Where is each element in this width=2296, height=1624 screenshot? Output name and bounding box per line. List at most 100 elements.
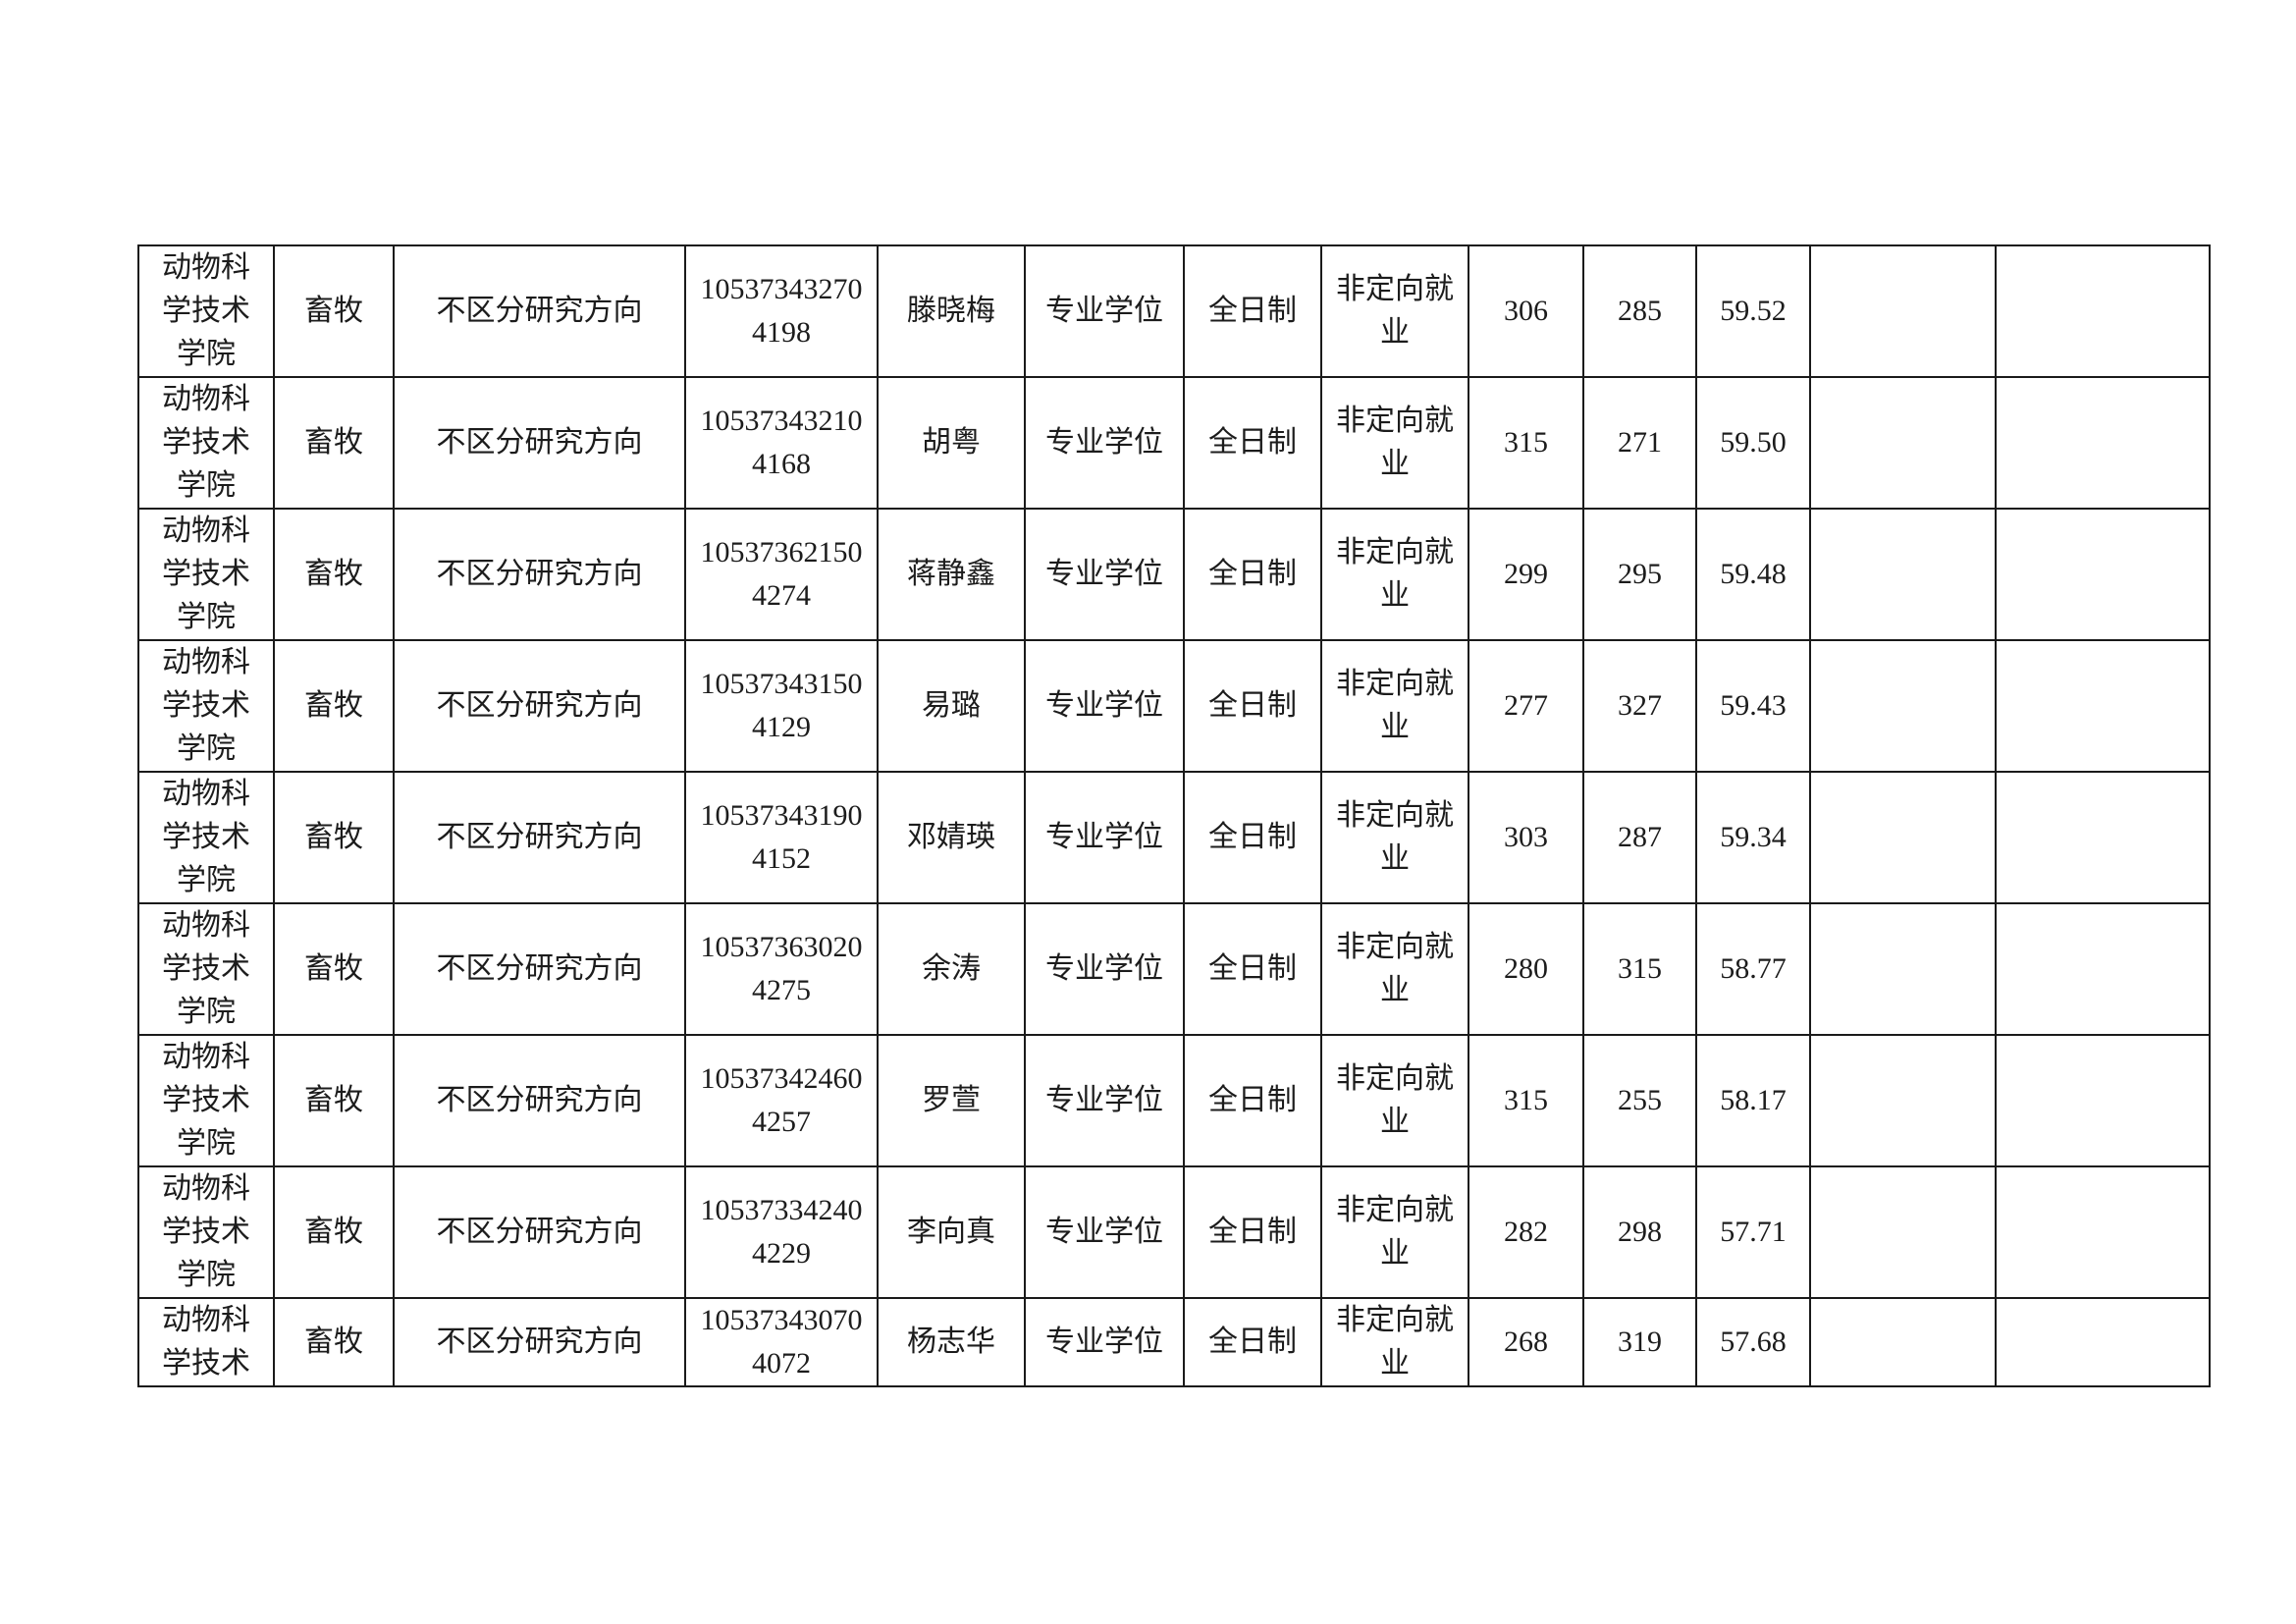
cell-score-1: 277 (1468, 639, 1584, 773)
cell-score-total: 58.77 (1695, 902, 1811, 1036)
cell-college: 动物科学技术学院 (137, 771, 275, 904)
cell-student-name: 易璐 (877, 639, 1026, 773)
cell-employment-type-text: 非定向就业 (1336, 405, 1454, 480)
cell-study-mode: 全日制 (1183, 902, 1322, 1036)
cell-employment-type-text: 非定向就业 (1336, 799, 1454, 875)
cell-blank-1 (1809, 376, 1997, 510)
cell-major: 畜牧 (273, 771, 395, 904)
cell-candidate-id: 105373432104168 (684, 376, 879, 510)
cell-candidate-id: 105373430704072 (684, 1297, 879, 1387)
cell-score-2: 271 (1582, 376, 1697, 510)
cell-college: 动物科学技术学院 (137, 1165, 275, 1299)
cell-employment-type-text: 非定向就业 (1336, 668, 1454, 743)
cell-candidate-id-text: 105373431904152 (700, 799, 863, 875)
cell-employment-type-text: 非定向就业 (1336, 1062, 1454, 1138)
cell-candidate-id: 105373424604257 (684, 1034, 879, 1167)
cell-blank-2 (1995, 1034, 2211, 1167)
cell-candidate-id-text: 105373431504129 (700, 668, 863, 743)
cell-score-total: 57.68 (1695, 1297, 1811, 1387)
cell-study-mode: 全日制 (1183, 639, 1322, 773)
cell-student-name: 罗萱 (877, 1034, 1026, 1167)
cell-blank-2 (1995, 902, 2211, 1036)
cell-blank-2 (1995, 376, 2211, 510)
cell-employment-type: 非定向就业 (1320, 244, 1469, 378)
cell-blank-2 (1995, 1165, 2211, 1299)
cell-college: 动物科学技术学院 (137, 508, 275, 641)
cell-candidate-id: 105373432704198 (684, 244, 879, 378)
cell-major: 畜牧 (273, 376, 395, 510)
cell-score-1: 299 (1468, 508, 1584, 641)
cell-college: 动物科学技术学院 (137, 376, 275, 510)
cell-blank-1 (1809, 1297, 1997, 1387)
cell-college-text: 动物科学技术学院 (162, 514, 250, 633)
cell-student-name: 余涛 (877, 902, 1026, 1036)
cell-blank-1 (1809, 508, 1997, 641)
cell-candidate-id: 105373342404229 (684, 1165, 879, 1299)
cell-degree-type: 专业学位 (1024, 1297, 1185, 1387)
cell-degree-type: 专业学位 (1024, 639, 1185, 773)
cell-major: 畜牧 (273, 244, 395, 378)
cell-score-2: 327 (1582, 639, 1697, 773)
cell-research-direction: 不区分研究方向 (393, 1297, 686, 1387)
cell-degree-type: 专业学位 (1024, 771, 1185, 904)
table-row: 动物科学技术学院 畜牧 不区分研究方向 105373424604257 罗萱 专业学位 全日… (137, 1034, 2211, 1167)
cell-college-text: 动物科学技术学院 (162, 251, 250, 370)
cell-blank-1 (1809, 1034, 1997, 1167)
cell-blank-1 (1809, 244, 1997, 378)
cell-study-mode: 全日制 (1183, 508, 1322, 641)
cell-study-mode: 全日制 (1183, 771, 1322, 904)
cell-degree-type: 专业学位 (1024, 1034, 1185, 1167)
cell-research-direction: 不区分研究方向 (393, 1165, 686, 1299)
cell-degree-type: 专业学位 (1024, 902, 1185, 1036)
cell-score-1: 268 (1468, 1297, 1584, 1387)
cell-blank-2 (1995, 771, 2211, 904)
cell-degree-type: 专业学位 (1024, 244, 1185, 378)
cell-major: 畜牧 (273, 508, 395, 641)
cell-major: 畜牧 (273, 1165, 395, 1299)
cell-score-2: 287 (1582, 771, 1697, 904)
cell-candidate-id-text: 105373630204275 (700, 931, 863, 1006)
cell-score-1: 282 (1468, 1165, 1584, 1299)
cell-major: 畜牧 (273, 902, 395, 1036)
cell-research-direction: 不区分研究方向 (393, 639, 686, 773)
cell-score-total: 59.43 (1695, 639, 1811, 773)
admission-results-table: 动物科学技术学院 畜牧 不区分研究方向 105373432704198 滕晓梅 专业学位全… (137, 244, 2211, 1387)
cell-college-text: 动物科学技术学院 (162, 1041, 250, 1160)
cell-candidate-id: 105373621504274 (684, 508, 879, 641)
cell-employment-type: 非定向就业 (1320, 639, 1469, 773)
cell-employment-type: 非定向就业 (1320, 771, 1469, 904)
cell-score-total: 59.50 (1695, 376, 1811, 510)
cell-score-1: 315 (1468, 376, 1584, 510)
cell-blank-2 (1995, 639, 2211, 773)
cell-degree-type: 专业学位 (1024, 1165, 1185, 1299)
cell-college-text: 动物科学技术学院 (162, 778, 250, 896)
cell-blank-2 (1995, 244, 2211, 378)
cell-blank-2 (1995, 508, 2211, 641)
cell-research-direction: 不区分研究方向 (393, 508, 686, 641)
cell-study-mode: 全日制 (1183, 1034, 1322, 1167)
cell-college: 动物科学技术学院 (137, 1034, 275, 1167)
table-row: 动物科学技术学院 畜牧 不区分研究方向 105373432704198 滕晓梅 专业学位全… (137, 244, 2211, 378)
cell-candidate-id-text: 105373621504274 (700, 536, 863, 612)
cell-score-2: 295 (1582, 508, 1697, 641)
cell-employment-type-text: 非定向就业 (1336, 536, 1454, 612)
cell-blank-1 (1809, 771, 1997, 904)
cell-score-1: 280 (1468, 902, 1584, 1036)
cell-student-name: 李向真 (877, 1165, 1026, 1299)
cell-employment-type: 非定向就业 (1320, 1297, 1469, 1387)
cell-candidate-id-text: 105373432704198 (700, 273, 863, 349)
cell-college-text: 动物科学技术学院 (162, 909, 250, 1028)
table-row: 动物科学技术学院 畜牧 不区分研究方向 105373431904152 邓婧瑛 专业学位全… (137, 771, 2211, 904)
cell-college: 动物科学技术 (137, 1297, 275, 1387)
cell-candidate-id-text: 105373424604257 (700, 1062, 863, 1138)
cell-score-2: 298 (1582, 1165, 1697, 1299)
cell-college-text: 动物科学技术学院 (162, 646, 250, 765)
cell-score-total: 59.34 (1695, 771, 1811, 904)
cell-student-name: 胡粤 (877, 376, 1026, 510)
cell-employment-type: 非定向就业 (1320, 1165, 1469, 1299)
cell-employment-type: 非定向就业 (1320, 376, 1469, 510)
cell-college: 动物科学技术学院 (137, 639, 275, 773)
cell-blank-1 (1809, 639, 1997, 773)
cell-candidate-id-text: 105373342404229 (700, 1194, 863, 1270)
cell-score-total: 57.71 (1695, 1165, 1811, 1299)
